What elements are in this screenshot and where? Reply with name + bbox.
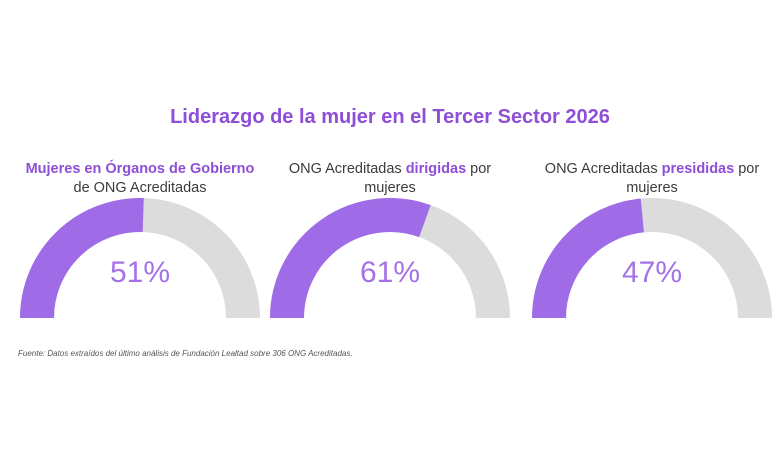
gauge-mujeres-organos-gobierno: Mujeres en Órganos de Gobierno de ONG Ac…: [20, 160, 260, 325]
gauge-value: 51%: [109, 256, 171, 289]
gauge-ong-dirigidas: ONG Acreditadas dirigidas por mujeres 61…: [270, 160, 510, 325]
label-suffix: por: [466, 161, 492, 177]
source-note: Fuente: Datos extraídos del último análi…: [18, 349, 353, 358]
gauge-label: Mujeres en Órganos de Gobierno de ONG Ac…: [20, 160, 260, 198]
gauge-fill: [20, 198, 144, 319]
gauge-arc: [532, 198, 772, 319]
gauge-arc: [270, 198, 510, 319]
label-prefix: ONG Acreditadas: [288, 161, 406, 177]
label-line2: mujeres: [626, 180, 678, 196]
gauge-value: 61%: [359, 256, 421, 289]
gauge-fill: [532, 198, 645, 319]
label-highlight: dirigidas: [405, 161, 467, 177]
label-suffix: por: [734, 161, 760, 177]
gauge-label: ONG Acreditadas dirigidas por mujeres: [270, 160, 510, 198]
gauge-fill: [270, 198, 431, 319]
gauge-label: ONG Acreditadas presididas por mujeres: [532, 160, 772, 198]
label-highlight: presididas: [661, 161, 735, 177]
gauge-value: 47%: [621, 256, 683, 289]
chart-title: Liderazgo de la mujer en el Tercer Secto…: [170, 106, 610, 128]
label-line2: de ONG Acreditadas: [73, 180, 207, 196]
label-highlight: Mujeres en Órganos de Gobierno: [25, 161, 255, 177]
gauge-ong-presididas: ONG Acreditadas presididas por mujeres 4…: [532, 160, 772, 325]
label-prefix: ONG Acreditadas: [544, 161, 662, 177]
gauge-arc: [20, 198, 260, 319]
label-line2: mujeres: [364, 180, 416, 196]
